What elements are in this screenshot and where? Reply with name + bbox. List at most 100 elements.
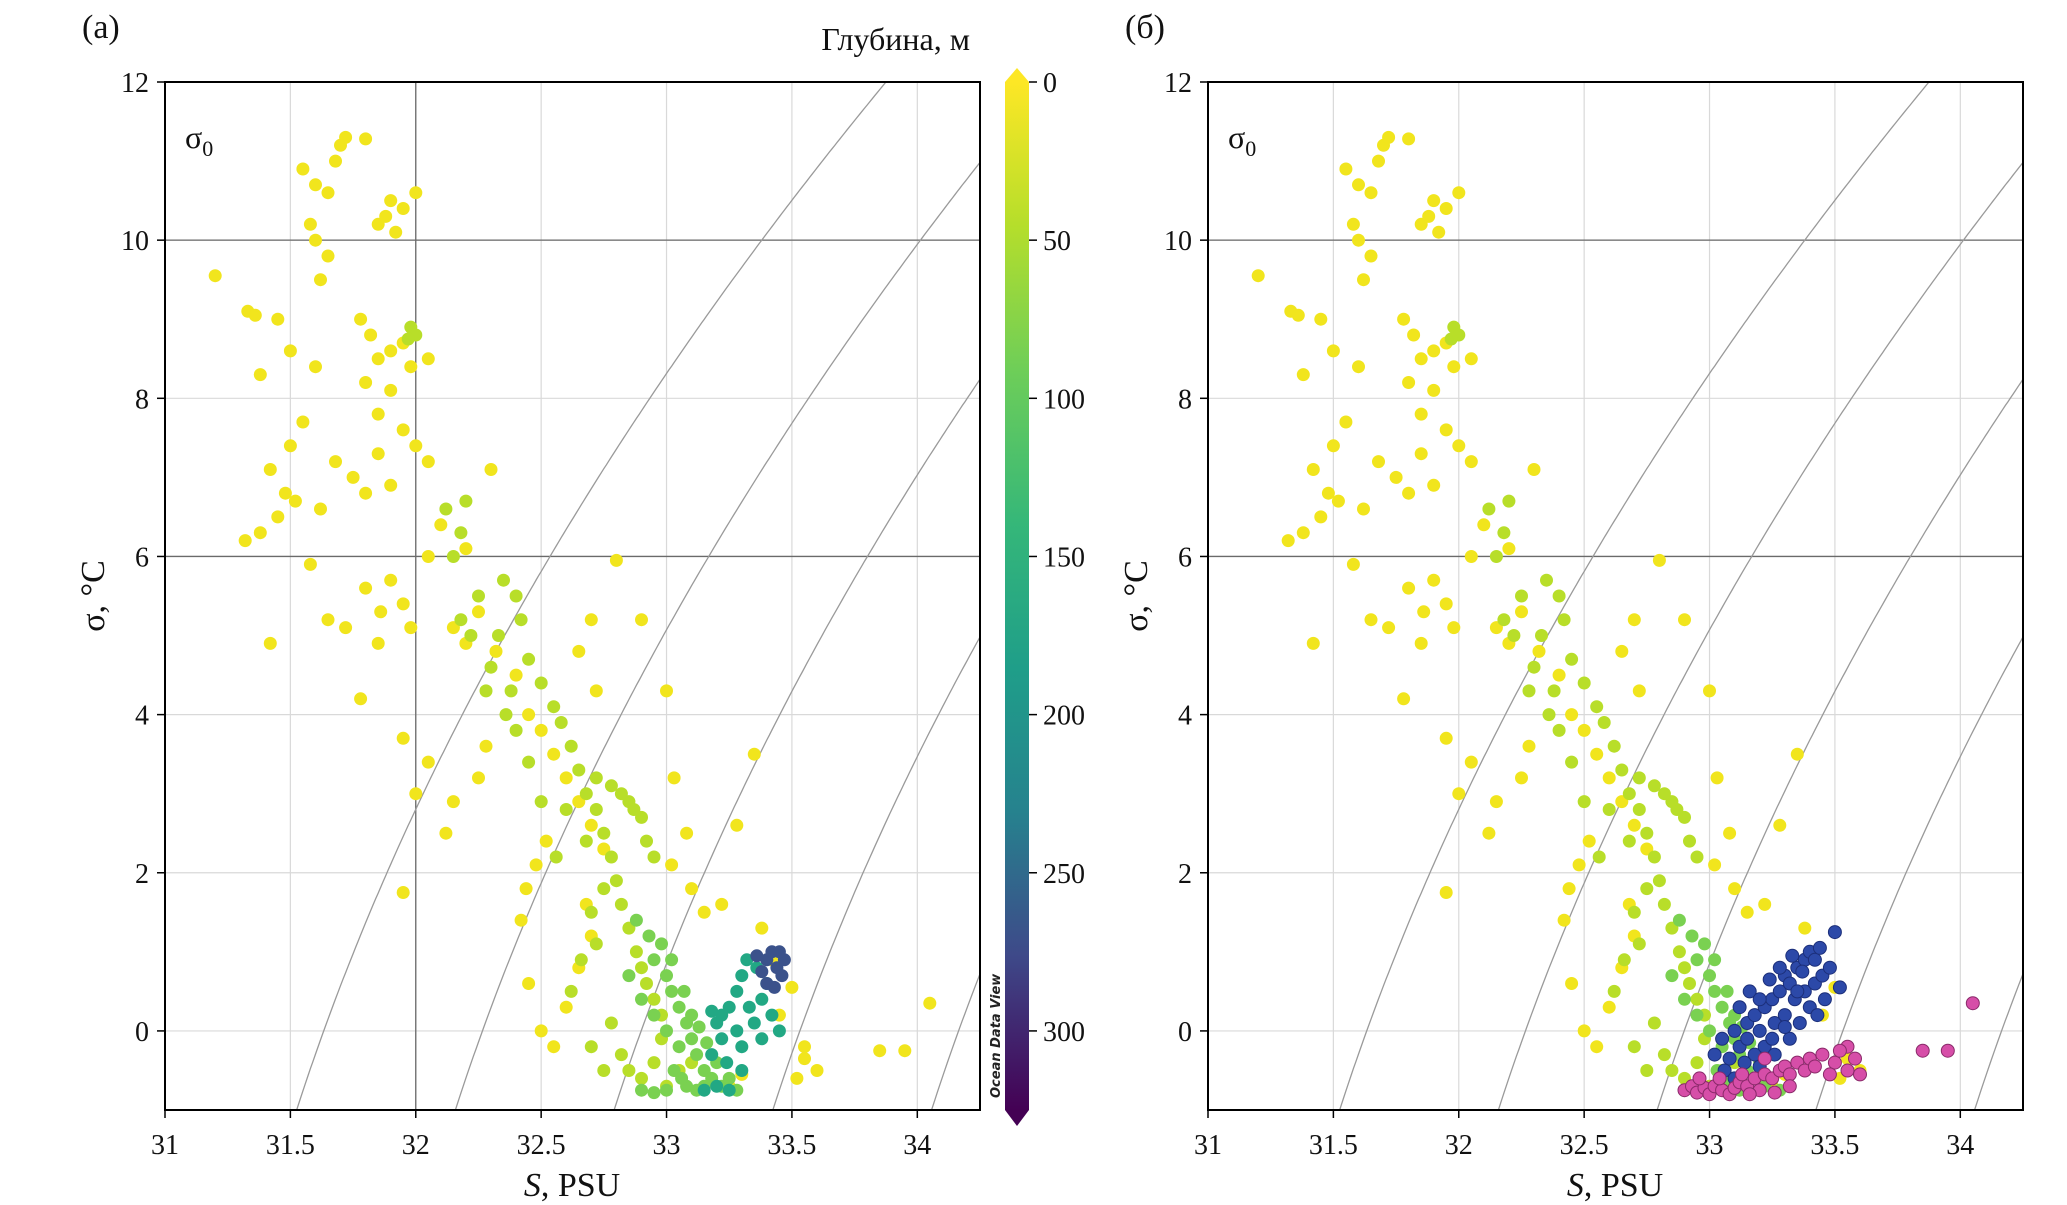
data-point-a-1-38 — [454, 526, 468, 540]
data-point-b-1-25 — [1690, 850, 1704, 864]
data-point-b-0-73 — [1464, 550, 1478, 563]
data-point-b-0-36 — [1306, 463, 1320, 476]
isopycnal-a-22.5 — [930, 972, 980, 1110]
data-point-a-3-21 — [772, 1024, 786, 1038]
data-point-b-2-27 — [1698, 937, 1711, 951]
data-point-b-1-8 — [1607, 739, 1621, 753]
data-point-a-0-121 — [790, 1071, 804, 1085]
data-point-a-0-22 — [283, 344, 297, 358]
data-point-b-1-26 — [1647, 779, 1661, 793]
data-point-a-2-8 — [672, 1040, 686, 1054]
data-point-b-4-31 — [1822, 1067, 1837, 1082]
data-point-a-0-33 — [421, 352, 435, 366]
data-point-b-1-62 — [1542, 708, 1556, 722]
data-point-b-1-12 — [1640, 826, 1654, 840]
data-point-b-1-41 — [1632, 937, 1646, 951]
data-point-b-0-38 — [1331, 494, 1345, 508]
data-point-b-3-0 — [1715, 1031, 1730, 1046]
data-point-b-2-11 — [1678, 992, 1691, 1006]
data-point-a-0-27 — [384, 344, 398, 358]
data-point-a-1-41 — [589, 937, 603, 951]
data-point-b-0-9 — [1364, 249, 1378, 263]
y-tick-label-b-1: 2 — [1178, 859, 1192, 890]
data-point-b-1-13 — [1647, 850, 1661, 864]
data-point-b-0-70 — [1527, 463, 1541, 476]
data-point-a-3-5 — [715, 1032, 729, 1046]
data-point-b-3-24 — [1822, 960, 1837, 975]
data-point-a-0-103 — [667, 771, 681, 785]
data-point-b-0-89 — [1557, 913, 1571, 927]
isopycnal-a-21.0 — [454, 161, 980, 1110]
data-point-b-1-39 — [1627, 905, 1641, 919]
data-point-a-1-33 — [454, 613, 468, 627]
data-point-a-0-67 — [446, 795, 460, 809]
data-point-b-1-38 — [1497, 526, 1511, 540]
isopycnal-b-22.0 — [1815, 635, 2023, 1110]
data-point-a-0-99 — [584, 613, 598, 627]
data-point-a-1-39 — [584, 905, 598, 919]
data-point-b-1-50 — [1690, 1056, 1704, 1070]
data-point-a-1-30 — [492, 629, 505, 642]
data-point-a-3-14 — [697, 1083, 711, 1097]
data-point-b-0-52 — [1364, 613, 1378, 627]
data-point-b-0-12 — [1427, 194, 1441, 208]
data-point-b-3-26 — [1722, 1051, 1737, 1066]
data-point-b-0-46 — [1414, 447, 1428, 461]
data-point-a-3-15 — [730, 1024, 744, 1038]
data-point-b-1-55 — [1632, 771, 1646, 785]
data-point-a-1-47 — [584, 1040, 598, 1054]
data-point-b-1-57 — [1602, 803, 1616, 816]
data-point-b-2-2 — [1708, 984, 1722, 998]
panel-label-b: (б) — [1125, 9, 1165, 46]
data-point-b-0-76 — [1515, 605, 1528, 619]
data-point-a-0-9 — [321, 249, 335, 263]
data-point-b-0-39 — [1314, 510, 1328, 524]
data-point-a-0-53 — [339, 621, 353, 635]
data-point-b-3-19 — [1777, 1008, 1792, 1023]
data-point-a-1-55 — [589, 771, 603, 785]
data-point-a-0-0 — [296, 162, 310, 176]
data-point-a-0-73 — [421, 550, 435, 563]
data-point-a-1-49 — [635, 1071, 648, 1085]
colorbar-ticks: 0 50 100 150 200 250 300 — [1029, 68, 1085, 1048]
data-point-a-2-24 — [685, 1008, 699, 1022]
data-point-a-0-35 — [283, 439, 297, 453]
data-point-a-0-66 — [439, 826, 453, 840]
data-point-a-1-20 — [647, 992, 661, 1006]
data-point-a-0-120 — [798, 1040, 811, 1054]
data-point-b-0-71 — [1502, 542, 1516, 556]
data-point-a-0-62 — [396, 731, 410, 745]
data-point-a-1-57 — [559, 803, 573, 816]
data-point-b-1-61 — [1552, 723, 1566, 737]
data-point-a-0-16 — [379, 209, 393, 223]
data-point-b-0-4 — [1382, 130, 1396, 144]
data-point-b-1-11 — [1632, 803, 1646, 816]
data-point-b-0-59 — [1414, 636, 1428, 650]
data-point-b-1-6 — [1590, 700, 1604, 714]
data-point-b-1-30 — [1535, 629, 1548, 642]
data-point-a-2-25 — [677, 984, 691, 998]
data-point-a-2-0 — [647, 953, 661, 967]
data-point-a-1-31 — [479, 684, 493, 698]
sigma0-symbol-a: σ — [185, 119, 202, 155]
data-point-b-0-47 — [1427, 478, 1441, 492]
data-point-a-0-101 — [589, 684, 603, 698]
data-point-b-3-42 — [1707, 1047, 1722, 1062]
y-axis-label-b: σ, °C — [1118, 560, 1155, 632]
data-point-b-0-64 — [1452, 787, 1466, 801]
data-point-b-1-60 — [1565, 755, 1579, 769]
data-point-a-1-28 — [627, 803, 641, 816]
data-point-b-3-45 — [1790, 984, 1805, 999]
data-point-a-3-19 — [735, 1064, 749, 1077]
data-point-b-3-25 — [1827, 925, 1842, 940]
data-point-a-0-25 — [364, 328, 378, 342]
data-point-a-0-71 — [459, 542, 473, 556]
data-point-b-3-4 — [1747, 1008, 1762, 1023]
data-point-a-0-108 — [715, 897, 729, 911]
data-point-a-0-47 — [384, 478, 398, 492]
data-point-a-1-58 — [549, 850, 563, 864]
data-point-a-2-30 — [692, 1020, 706, 1034]
panel-a: (a) Глубина, м 31 31.5 32 32.5 33 33.5 34 0 2 4 6… — [75, 9, 1085, 1204]
data-point-b-0-107 — [1740, 905, 1754, 919]
data-point-b-0-91 — [1577, 1024, 1591, 1038]
